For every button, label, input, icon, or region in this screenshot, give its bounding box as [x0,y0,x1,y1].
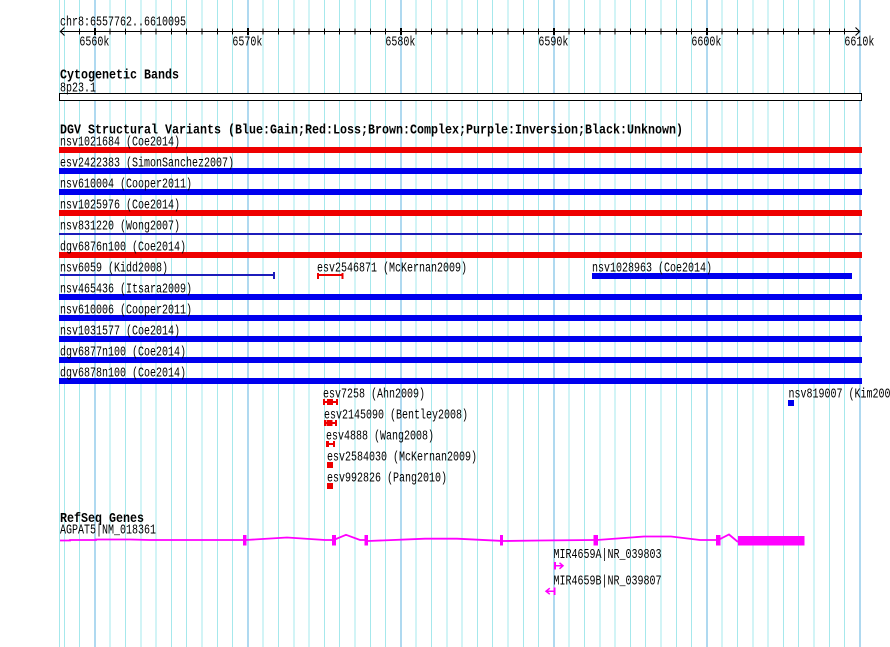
svg-text:esv7258 (Ahn2009): esv7258 (Ahn2009) [323,388,425,403]
svg-text:6560k: 6560k [79,35,109,50]
svg-text:6580k: 6580k [385,35,415,50]
svg-text:DGV Structural Variants (Blue:: DGV Structural Variants (Blue:Gain;Red:L… [60,124,683,139]
svg-text:8p23.1: 8p23.1 [60,82,96,97]
svg-text:dgv6876n100 (Coe2014): dgv6876n100 (Coe2014) [60,241,186,256]
svg-text:nsv1025976 (Coe2014): nsv1025976 (Coe2014) [60,199,180,214]
svg-text:esv2422383 (SimonSanchez2007): esv2422383 (SimonSanchez2007) [60,157,234,172]
svg-text:nsv1021684 (Coe2014): nsv1021684 (Coe2014) [60,136,180,151]
svg-text:nsv610004 (Cooper2011): nsv610004 (Cooper2011) [60,178,192,193]
svg-text:Cytogenetic Bands: Cytogenetic Bands [60,69,179,84]
svg-text:chr8:6557762..6610095: chr8:6557762..6610095 [60,16,186,31]
svg-text:nsv1031577 (Coe2014): nsv1031577 (Coe2014) [60,325,180,340]
svg-text:esv2145090 (Bentley2008): esv2145090 (Bentley2008) [324,409,468,424]
svg-text:RefSeq Genes: RefSeq Genes [60,512,144,527]
svg-text:nsv6059 (Kidd2008): nsv6059 (Kidd2008) [60,262,168,277]
svg-text:nsv1028963 (Coe2014): nsv1028963 (Coe2014) [592,262,712,277]
svg-text:6590k: 6590k [538,35,568,50]
svg-text:nsv831220 (Wong2007): nsv831220 (Wong2007) [60,220,180,235]
svg-text:MIR4659A|NR_039803: MIR4659A|NR_039803 [554,548,662,563]
svg-text:dgv6877n100 (Coe2014): dgv6877n100 (Coe2014) [60,346,186,361]
svg-text:nsv819007 (Kim2009): nsv819007 (Kim2009) [789,388,890,403]
svg-text:esv992826 (Pang2010): esv992826 (Pang2010) [327,472,447,487]
svg-text:6600k: 6600k [691,35,721,50]
svg-text:esv2584030 (McKernan2009): esv2584030 (McKernan2009) [327,451,477,466]
svg-text:nsv465436 (Itsara2009): nsv465436 (Itsara2009) [60,283,192,298]
svg-text:nsv610006 (Cooper2011): nsv610006 (Cooper2011) [60,304,192,319]
svg-text:MIR4659B|NR_039807: MIR4659B|NR_039807 [554,575,662,590]
svg-text:6570k: 6570k [232,35,262,50]
svg-text:esv4888 (Wang2008): esv4888 (Wang2008) [326,430,434,445]
svg-text:esv2546871 (McKernan2009): esv2546871 (McKernan2009) [317,262,467,277]
svg-text:AGPAT5|NM_018361: AGPAT5|NM_018361 [60,523,156,538]
svg-text:6610k: 6610k [844,35,874,50]
svg-text:dgv6878n100 (Coe2014): dgv6878n100 (Coe2014) [60,367,186,382]
